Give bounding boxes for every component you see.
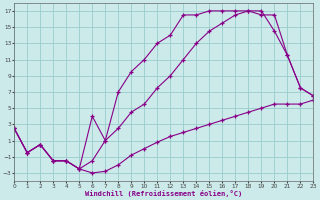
X-axis label: Windchill (Refroidissement éolien,°C): Windchill (Refroidissement éolien,°C)	[85, 190, 243, 197]
